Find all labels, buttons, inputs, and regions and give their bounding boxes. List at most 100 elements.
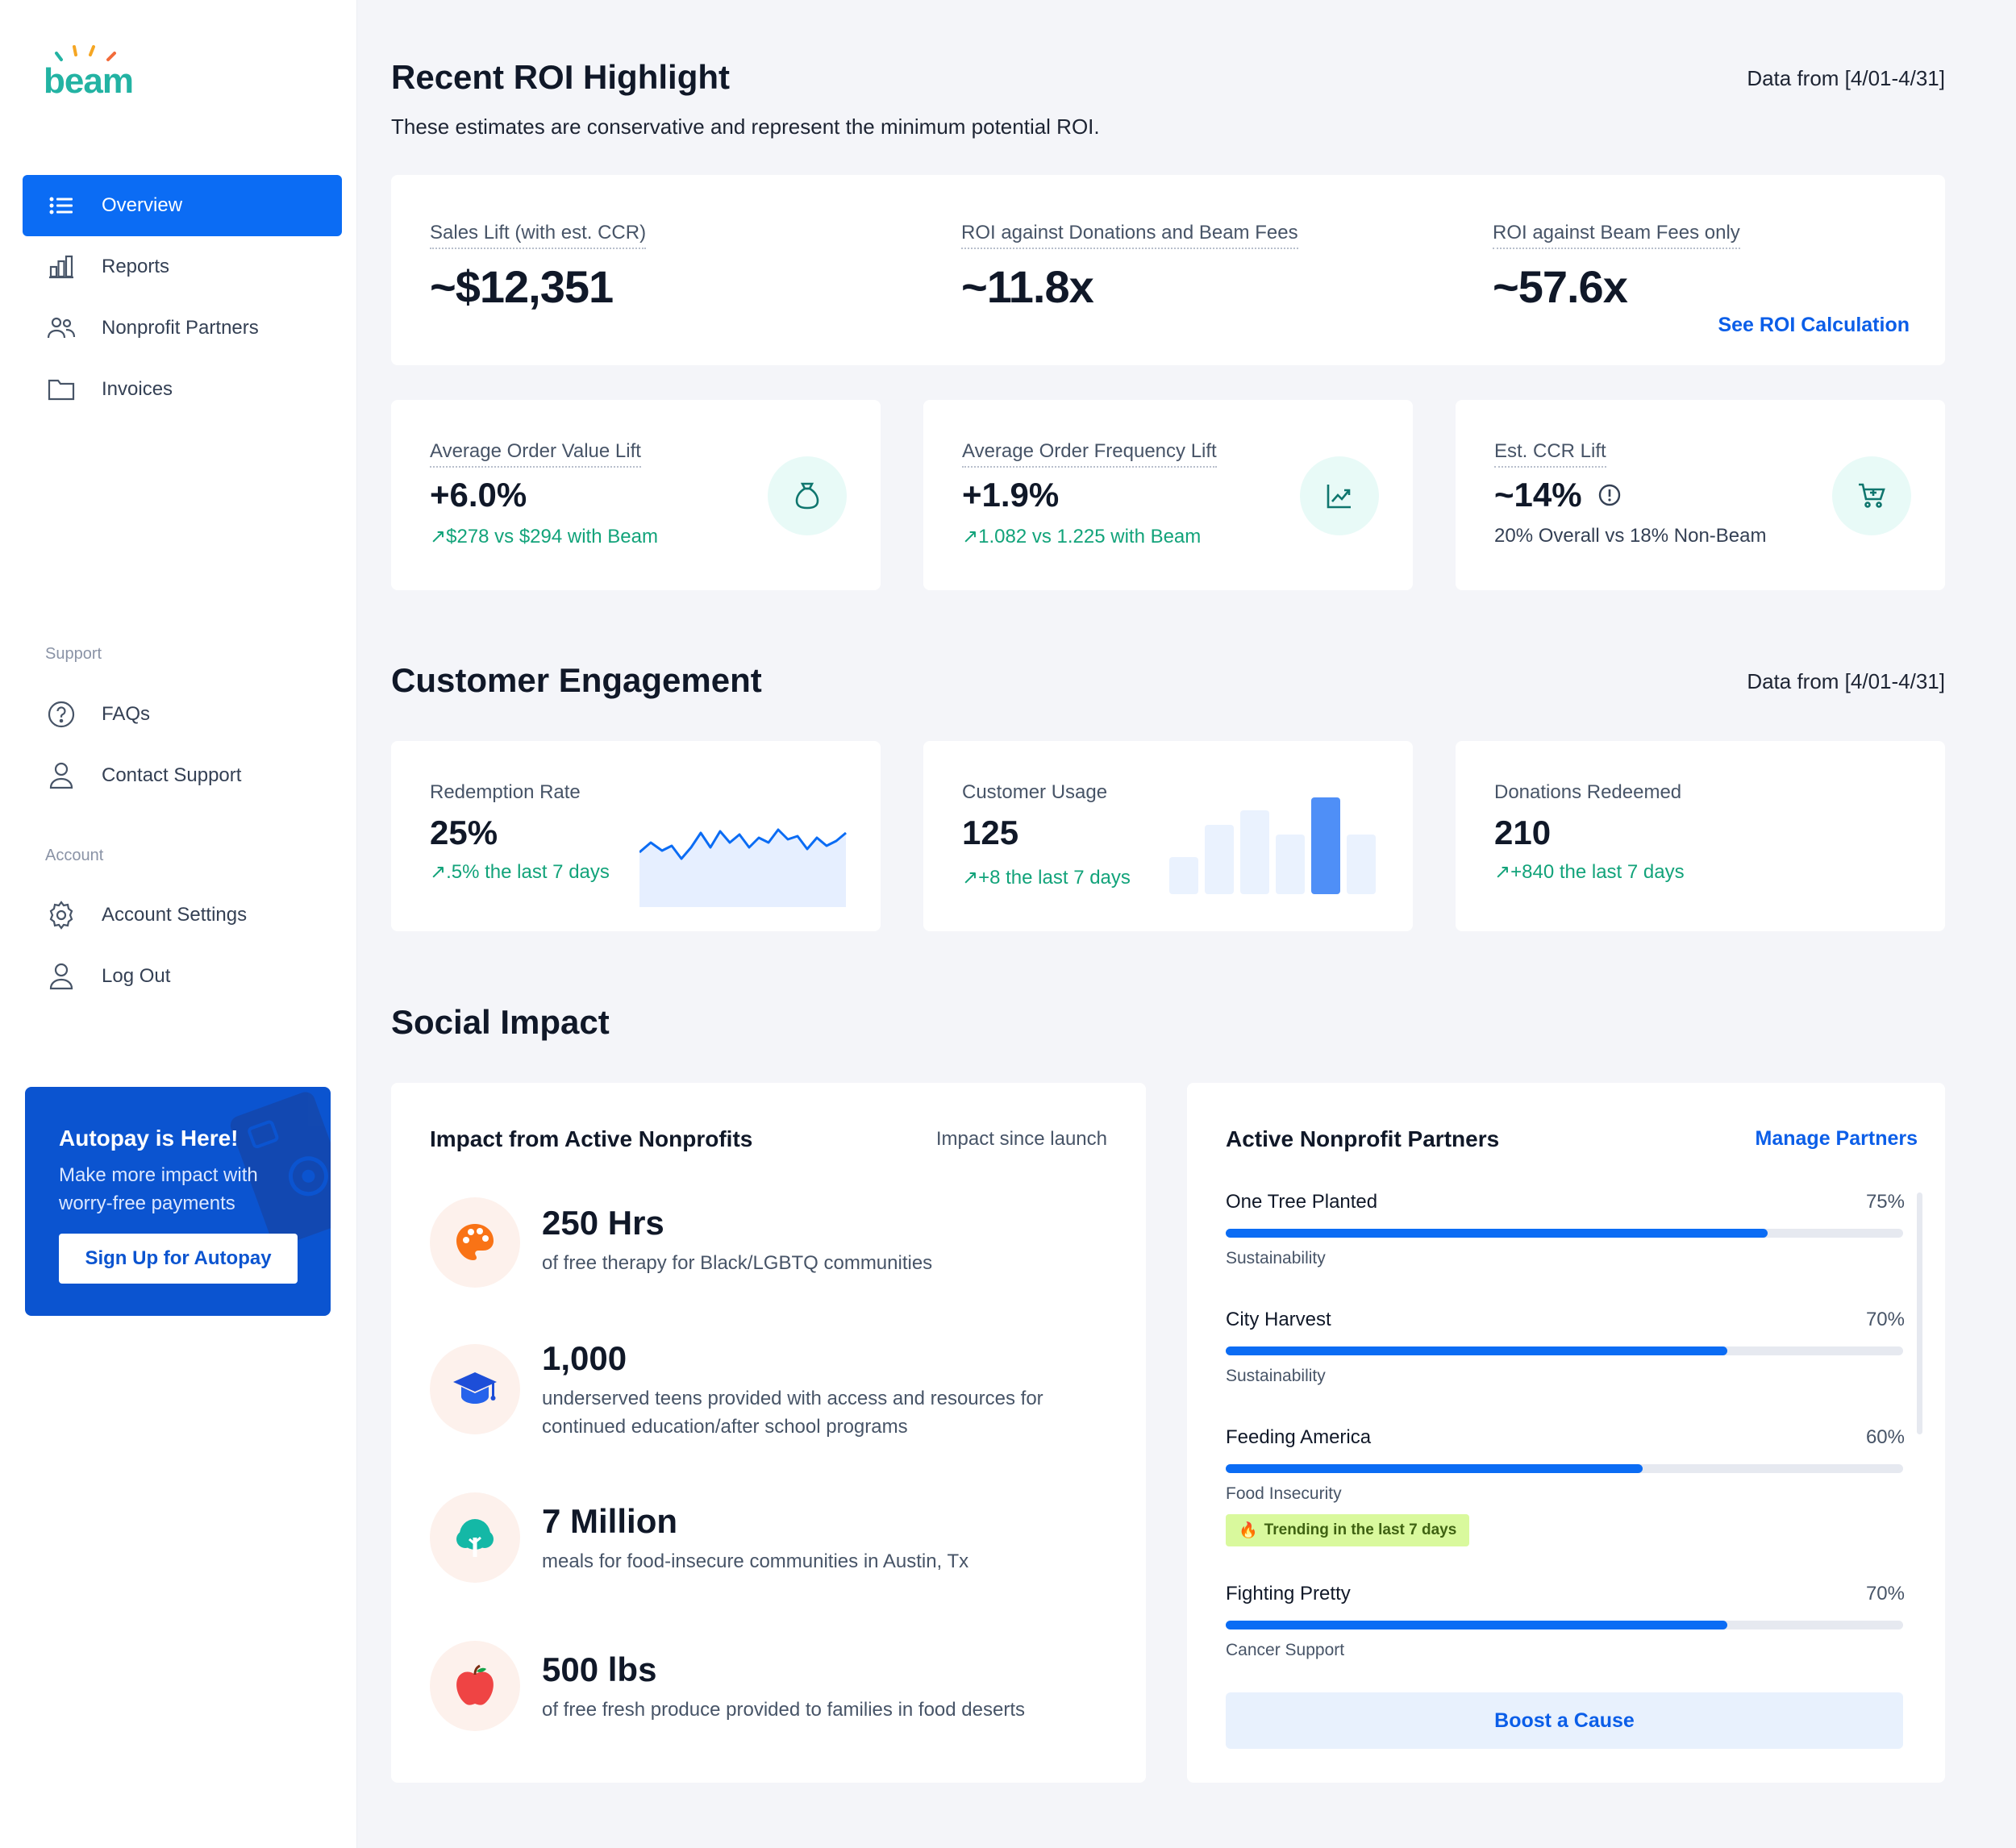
- trending-badge-text: Trending in the last 7 days: [1264, 1521, 1457, 1538]
- aof-lift-delta: ↗1.082 vs 1.225 with Beam: [962, 525, 1201, 548]
- aov-lift-label[interactable]: Average Order Value Lift: [430, 440, 641, 468]
- donations-redeemed-delta: ↗+840 the last 7 days: [1494, 860, 1685, 884]
- impact-value-teens: 1,000: [542, 1339, 627, 1377]
- palette-icon: [430, 1197, 520, 1288]
- roi-donations-value: ~11.8x: [961, 261, 1094, 312]
- user-icon: [47, 962, 76, 991]
- nav-log-out[interactable]: Log Out: [23, 946, 342, 1007]
- impact-card: Impact from Active Nonprofits Impact sin…: [391, 1083, 1146, 1783]
- apple-icon: [430, 1641, 520, 1731]
- impact-card-title: Impact from Active Nonprofits: [430, 1126, 753, 1151]
- ccr-lift-delta: 20% Overall vs 18% Non-Beam: [1494, 525, 1767, 547]
- impact-desc-meals: meals for food-insecure communities in A…: [542, 1550, 969, 1572]
- nav-faqs-label: FAQs: [102, 703, 151, 725]
- sign-up-autopay-button[interactable]: Sign Up for Autopay: [59, 1234, 298, 1284]
- partner-progress-fill: [1226, 1229, 1768, 1238]
- redemption-rate-label: Redemption Rate: [430, 781, 581, 803]
- usage-bar: [1347, 835, 1376, 894]
- nav-reports[interactable]: Reports: [23, 236, 342, 298]
- user-icon: [47, 761, 76, 790]
- customer-usage-card: Customer Usage 125 ↗+8 the last 7 days: [923, 741, 1413, 931]
- usage-bar: [1240, 810, 1269, 894]
- manage-partners-link[interactable]: Manage Partners: [1755, 1127, 1918, 1150]
- money-bag-icon: [768, 456, 847, 535]
- partner-progress-track: [1226, 1464, 1903, 1473]
- partner-progress-track: [1226, 1346, 1903, 1355]
- sparkline-line: [639, 828, 847, 860]
- autopay-promo-card: Autopay is Here! Make more impact with w…: [25, 1087, 331, 1316]
- donations-redeemed-delta-text: +840 the last 7 days: [1510, 861, 1685, 883]
- partner-name[interactable]: City Harvest: [1226, 1309, 1331, 1330]
- partners-scrollbar[interactable]: [1917, 1192, 1922, 1434]
- aov-lift-delta: ↗$278 vs $294 with Beam: [430, 525, 658, 548]
- nav-account-settings[interactable]: Account Settings: [23, 884, 342, 946]
- list-icon: [47, 191, 76, 220]
- partner-category: Cancer Support: [1226, 1641, 1345, 1659]
- info-icon[interactable]: [1597, 483, 1622, 507]
- arrow-up-right-icon: ↗: [430, 526, 447, 547]
- ccr-lift-card: Est. CCR Lift ~14% 20% Overall vs 18% No…: [1456, 400, 1945, 590]
- nav-invoices[interactable]: Invoices: [23, 359, 342, 420]
- aov-lift-card: Average Order Value Lift +6.0% ↗$278 vs …: [391, 400, 881, 590]
- partner-category: Sustainability: [1226, 1249, 1326, 1267]
- nav-overview[interactable]: Overview: [23, 175, 342, 236]
- partner-percent: 70%: [1865, 1583, 1905, 1605]
- usage-bar: [1205, 825, 1234, 894]
- arrow-up-right-icon: ↗: [962, 867, 979, 889]
- roi-donations-label[interactable]: ROI against Donations and Beam Fees: [961, 222, 1298, 249]
- usage-bar: [1276, 835, 1305, 894]
- partner-percent: 75%: [1865, 1191, 1905, 1213]
- partner-progress-track: [1226, 1621, 1903, 1629]
- donations-redeemed-label: Donations Redeemed: [1494, 781, 1682, 803]
- partner-progress-fill: [1226, 1464, 1643, 1473]
- partner-category: Sustainability: [1226, 1367, 1326, 1385]
- beam-logo[interactable]: beam: [44, 44, 140, 101]
- customer-usage-value: 125: [962, 814, 1019, 851]
- nav-contact-support[interactable]: Contact Support: [23, 745, 342, 806]
- help-circle-icon: [47, 700, 76, 729]
- usage-bar-highlight: [1311, 797, 1340, 894]
- boost-a-cause-button[interactable]: Boost a Cause: [1226, 1692, 1903, 1749]
- cart-icon: [1832, 456, 1911, 535]
- partner-name[interactable]: Feeding America: [1226, 1426, 1372, 1448]
- roi-summary-card: Sales Lift (with est. CCR) ~$12,351 ROI …: [391, 175, 1945, 365]
- customer-usage-delta: ↗+8 the last 7 days: [962, 866, 1131, 889]
- impact-value-meals: 7 Million: [542, 1502, 677, 1540]
- social-impact-title: Social Impact: [391, 1003, 610, 1041]
- aof-lift-value: +1.9%: [962, 476, 1060, 514]
- roi-fees-value: ~57.6x: [1493, 261, 1628, 312]
- ccr-lift-label[interactable]: Est. CCR Lift: [1494, 440, 1606, 468]
- partner-progress-fill: [1226, 1346, 1727, 1355]
- logo-wordmark: beam: [44, 61, 134, 101]
- nav-faqs[interactable]: FAQs: [23, 684, 342, 745]
- nav-partners-label: Nonprofit Partners: [102, 317, 259, 339]
- redemption-rate-delta-text: .5% the last 7 days: [446, 861, 610, 883]
- redemption-rate-delta: ↗.5% the last 7 days: [430, 860, 610, 884]
- partner-percent: 60%: [1865, 1426, 1905, 1448]
- redemption-sparkline: [639, 828, 847, 907]
- aof-lift-label[interactable]: Average Order Frequency Lift: [962, 440, 1217, 468]
- see-roi-calculation-link[interactable]: See ROI Calculation: [1718, 314, 1910, 336]
- roi-fees-label[interactable]: ROI against Beam Fees only: [1493, 222, 1740, 249]
- roi-subtitle: These estimates are conservative and rep…: [391, 114, 1100, 139]
- customer-usage-delta-text: +8 the last 7 days: [978, 867, 1131, 889]
- aof-lift-delta-text: 1.082 vs 1.225 with Beam: [978, 526, 1202, 547]
- ccr-lift-value: ~14%: [1494, 476, 1582, 514]
- partner-name[interactable]: Fighting Pretty: [1226, 1583, 1351, 1605]
- sales-lift-value: ~$12,351: [430, 261, 614, 312]
- graduation-cap-icon: [430, 1344, 520, 1434]
- aov-lift-value: +6.0%: [430, 476, 527, 514]
- support-section-label: Support: [45, 645, 102, 663]
- impact-desc-teens: underserved teens provided with access a…: [542, 1388, 1043, 1438]
- promo-title: Autopay is Here!: [59, 1126, 239, 1151]
- partner-progress-track: [1226, 1229, 1903, 1238]
- partner-name[interactable]: One Tree Planted: [1226, 1191, 1378, 1213]
- nav-contact-label: Contact Support: [102, 764, 242, 786]
- redemption-rate-card: Redemption Rate 25% ↗.5% the last 7 days: [391, 741, 881, 931]
- folder-icon: [47, 375, 76, 404]
- nav-overview-label: Overview: [102, 194, 183, 216]
- nav-nonprofit-partners[interactable]: Nonprofit Partners: [23, 298, 342, 359]
- usage-bar: [1169, 857, 1198, 894]
- impact-value-produce: 500 lbs: [542, 1650, 657, 1688]
- sales-lift-label[interactable]: Sales Lift (with est. CCR): [430, 222, 647, 249]
